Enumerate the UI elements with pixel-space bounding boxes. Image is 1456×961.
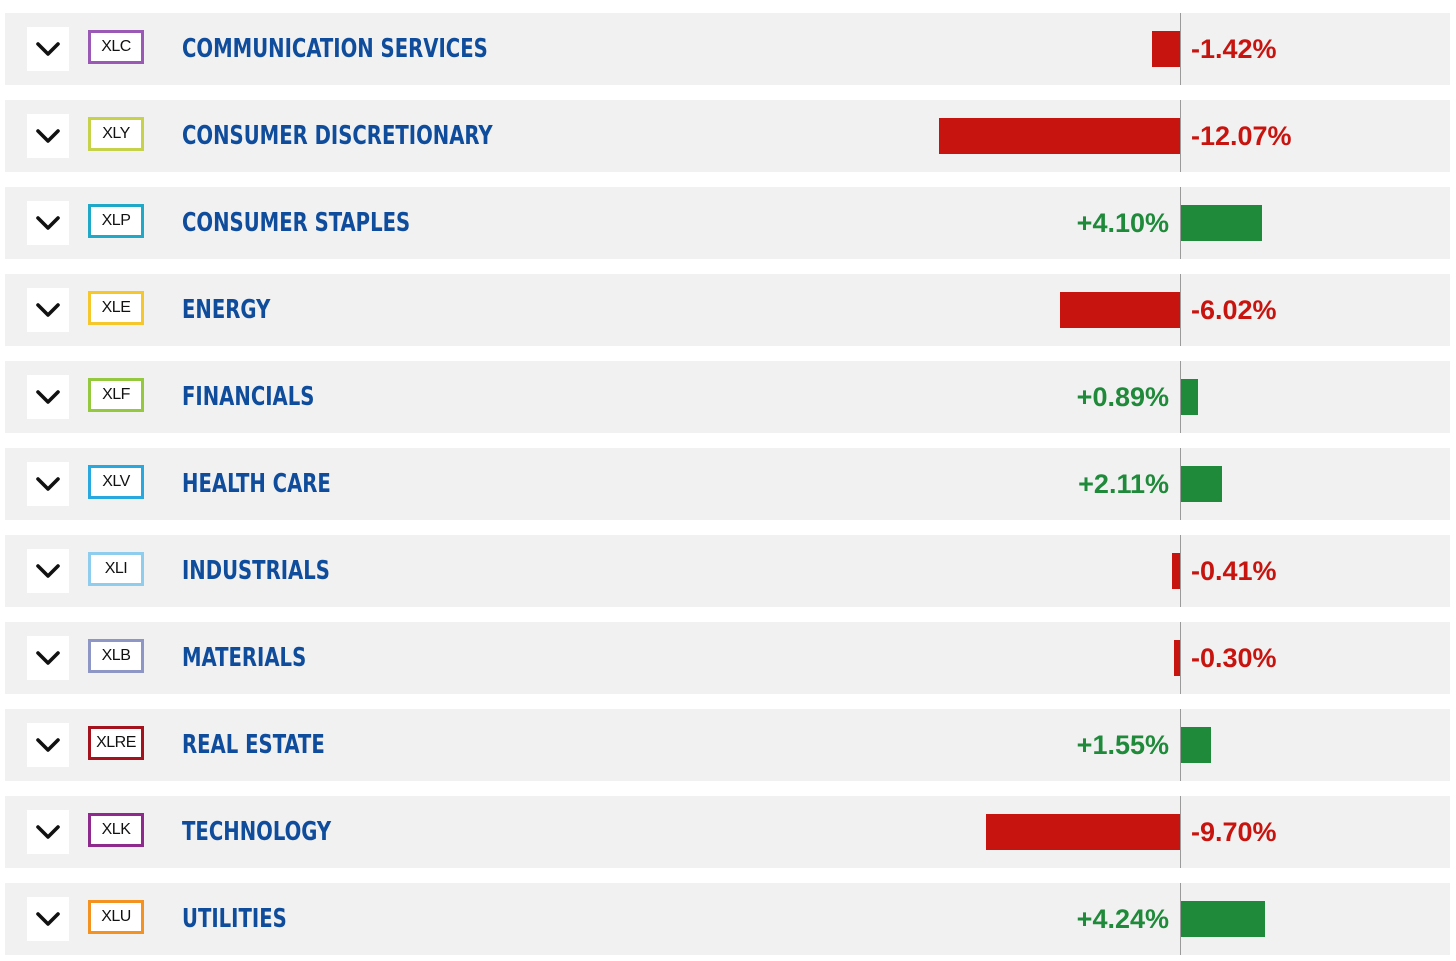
bar xyxy=(1180,727,1211,763)
data-label: -0.41% xyxy=(1191,556,1277,586)
chevron-down-icon[interactable] xyxy=(27,810,69,854)
data-label: +4.10% xyxy=(1076,208,1169,238)
ticker-badge: XLP xyxy=(88,204,144,238)
data-label: +1.55% xyxy=(1076,730,1169,760)
bar xyxy=(1059,292,1180,328)
chevron-down-icon[interactable] xyxy=(27,636,69,680)
table-row[interactable]: XLY CONSUMER DISCRETIONARY -12.07% xyxy=(5,100,1450,172)
bar xyxy=(1174,640,1180,676)
table-row[interactable]: XLK TECHNOLOGY -9.70% xyxy=(5,796,1450,868)
table-row[interactable]: XLV HEALTH CARE +2.11% xyxy=(5,448,1450,520)
table-row[interactable]: XLI INDUSTRIALS -0.41% xyxy=(5,535,1450,607)
ticker-badge: XLV xyxy=(88,465,144,499)
ticker-badge: XLE xyxy=(88,291,144,325)
table-row[interactable]: XLP CONSUMER STAPLES +4.10% xyxy=(5,187,1450,259)
ticker-badge: XLI xyxy=(88,552,144,586)
sector-label: REAL ESTATE xyxy=(182,730,325,760)
table-row[interactable]: XLB MATERIALS -0.30% xyxy=(5,622,1450,694)
data-label: -1.42% xyxy=(1191,34,1277,64)
sector-label: FINANCIALS xyxy=(182,382,315,412)
data-label: +4.24% xyxy=(1076,904,1169,934)
sector-label: UTILITIES xyxy=(182,904,287,934)
bar xyxy=(938,118,1180,154)
table-row[interactable]: XLRE REAL ESTATE +1.55% xyxy=(5,709,1450,781)
zero-line xyxy=(1180,448,1181,520)
data-label: -9.70% xyxy=(1191,817,1277,847)
zero-line xyxy=(1180,274,1181,346)
zero-line xyxy=(1180,535,1181,607)
chevron-down-icon[interactable] xyxy=(27,549,69,593)
bar xyxy=(986,814,1180,850)
bar xyxy=(1180,205,1262,241)
chevron-down-icon[interactable] xyxy=(27,27,69,71)
data-label: +2.11% xyxy=(1078,469,1169,499)
zero-line xyxy=(1180,796,1181,868)
zero-line xyxy=(1180,13,1181,85)
ticker-badge: XLF xyxy=(88,378,144,412)
data-label: -0.30% xyxy=(1191,643,1277,673)
sector-label: COMMUNICATION SERVICES xyxy=(182,34,488,64)
chevron-down-icon[interactable] xyxy=(27,462,69,506)
sector-label: CONSUMER DISCRETIONARY xyxy=(182,121,493,151)
zero-line xyxy=(1180,883,1181,955)
sector-label: CONSUMER STAPLES xyxy=(182,208,411,238)
sector-label: HEALTH CARE xyxy=(182,469,331,499)
sector-label: ENERGY xyxy=(182,295,271,325)
chevron-down-icon[interactable] xyxy=(27,288,69,332)
zero-line xyxy=(1180,709,1181,781)
data-label: -12.07% xyxy=(1191,121,1292,151)
chevron-down-icon[interactable] xyxy=(27,723,69,767)
ticker-badge: XLY xyxy=(88,117,144,151)
sector-label: INDUSTRIALS xyxy=(182,556,330,586)
ticker-badge: XLK xyxy=(88,813,144,847)
table-row[interactable]: XLU UTILITIES +4.24% xyxy=(5,883,1450,955)
bar xyxy=(1171,553,1180,589)
ticker-badge: XLB xyxy=(88,639,144,673)
chevron-down-icon[interactable] xyxy=(27,114,69,158)
table-row[interactable]: XLF FINANCIALS +0.89% xyxy=(5,361,1450,433)
sector-label: TECHNOLOGY xyxy=(182,817,332,847)
data-label: +0.89% xyxy=(1076,382,1169,412)
table-row[interactable]: XLC COMMUNICATION SERVICES -1.42% xyxy=(5,13,1450,85)
chevron-down-icon[interactable] xyxy=(27,897,69,941)
bar xyxy=(1180,901,1265,937)
chevron-down-icon[interactable] xyxy=(27,201,69,245)
ticker-badge: XLU xyxy=(88,900,144,934)
chevron-down-icon[interactable] xyxy=(27,375,69,419)
bar xyxy=(1180,379,1198,415)
ticker-badge: XLC xyxy=(88,30,144,64)
zero-line xyxy=(1180,100,1181,172)
zero-line xyxy=(1180,187,1181,259)
zero-line xyxy=(1180,361,1181,433)
zero-line xyxy=(1180,622,1181,694)
bar xyxy=(1151,31,1180,67)
ticker-badge: XLRE xyxy=(88,726,144,760)
table-row[interactable]: XLE ENERGY -6.02% xyxy=(5,274,1450,346)
sector-label: MATERIALS xyxy=(182,643,307,673)
bar xyxy=(1180,466,1223,502)
data-label: -6.02% xyxy=(1191,295,1277,325)
